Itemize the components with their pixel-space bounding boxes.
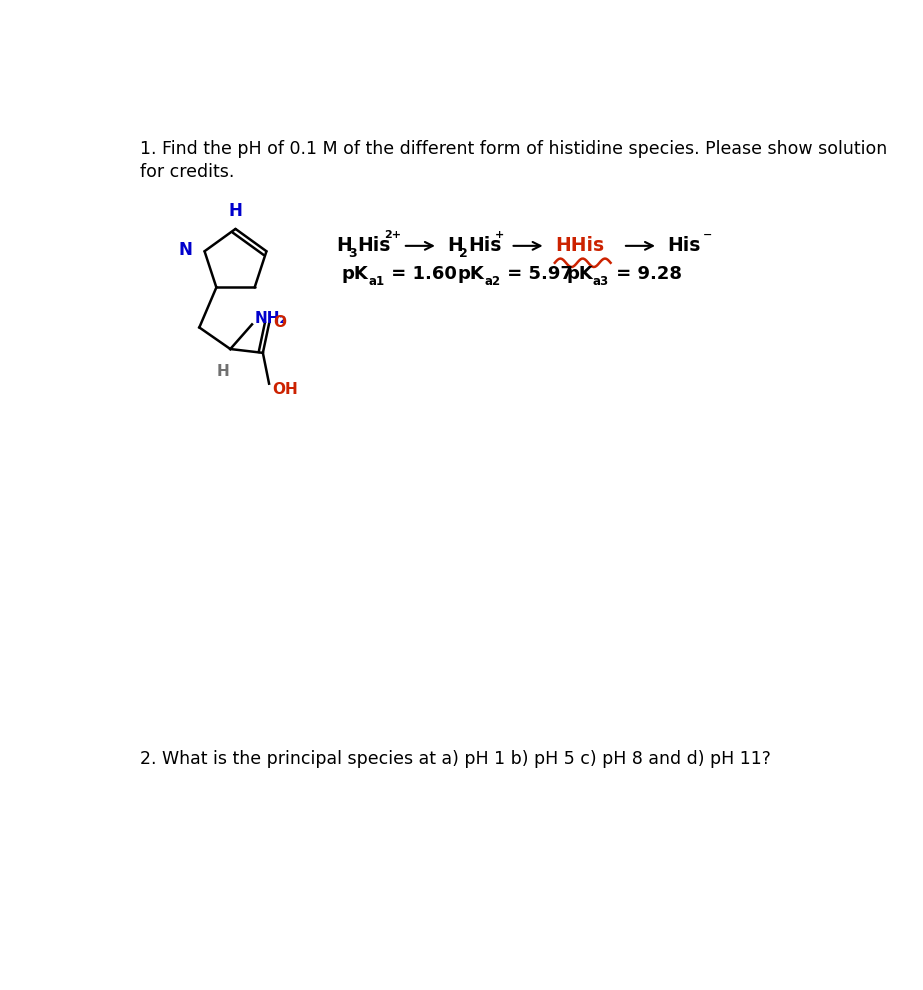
Text: pK: pK: [458, 265, 485, 283]
Text: H: H: [229, 202, 243, 220]
Text: 2: 2: [459, 248, 468, 260]
Text: pK: pK: [567, 265, 593, 283]
Text: a3: a3: [593, 275, 609, 288]
Text: a1: a1: [368, 275, 384, 288]
Text: = 5.97: = 5.97: [501, 265, 573, 283]
Text: H: H: [336, 237, 352, 255]
Text: for credits.: for credits.: [140, 163, 234, 181]
Text: His: His: [357, 237, 390, 255]
Text: = 9.28: = 9.28: [610, 265, 682, 283]
Text: N: N: [178, 241, 192, 258]
Text: −: −: [702, 230, 713, 240]
Text: pK: pK: [342, 265, 368, 283]
Text: 3: 3: [348, 248, 357, 260]
Text: His: His: [468, 237, 501, 255]
Text: 2. What is the principal species at a) pH 1 b) pH 5 c) pH 8 and d) pH 11?: 2. What is the principal species at a) p…: [140, 750, 771, 768]
Text: = 1.60: = 1.60: [385, 265, 457, 283]
Text: H: H: [216, 364, 229, 379]
Text: +: +: [495, 230, 504, 240]
Text: NH₂: NH₂: [255, 312, 287, 327]
Text: 2+: 2+: [384, 230, 402, 240]
Text: O: O: [274, 315, 287, 330]
Text: OH: OH: [272, 382, 298, 397]
Text: 1. Find the pH of 0.1 M of the different form of histidine species. Please show : 1. Find the pH of 0.1 M of the different…: [140, 141, 887, 158]
Text: a2: a2: [485, 275, 500, 288]
Text: HHis: HHis: [555, 237, 604, 255]
Text: His: His: [667, 237, 701, 255]
Text: H: H: [447, 237, 462, 255]
